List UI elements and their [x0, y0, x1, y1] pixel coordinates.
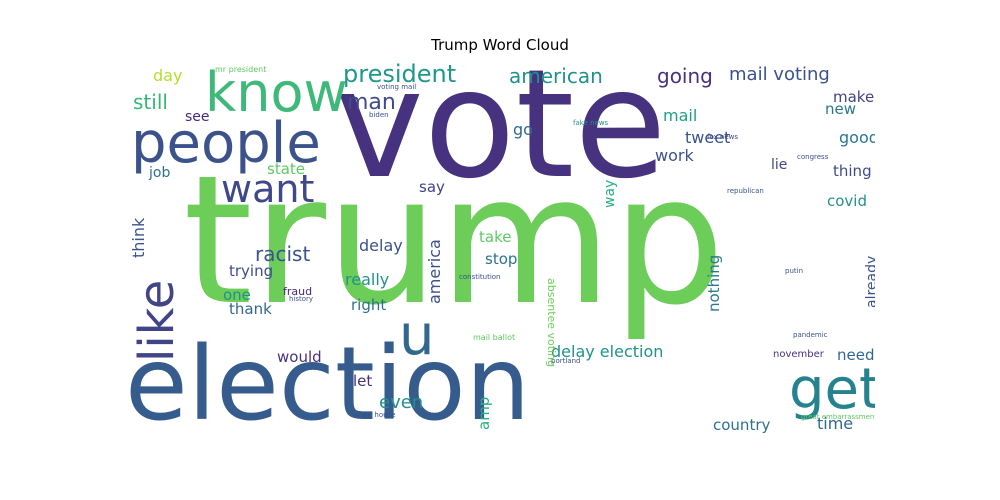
word-thank: thank: [229, 300, 272, 318]
word-even: even: [379, 392, 424, 413]
word-racist: racist: [255, 242, 311, 266]
word-mail-voting: mail voting: [729, 64, 830, 85]
word-amp: amp: [475, 396, 493, 430]
word-absentee-voting: absentee voting: [545, 278, 558, 368]
word-mail: mail: [663, 106, 698, 125]
word-history: history: [289, 295, 314, 303]
word-congress: congress: [797, 153, 829, 161]
word-new: new: [825, 100, 857, 118]
word-tweet: tweet: [685, 128, 731, 147]
word-portland: portland: [551, 357, 581, 365]
word-let: let: [353, 372, 373, 390]
word-president: president: [343, 62, 457, 88]
word-people: people: [131, 111, 321, 176]
word-one: one: [223, 286, 251, 304]
chart-title: Trump Word Cloud: [431, 36, 569, 54]
word-job: job: [149, 165, 171, 181]
word-right: right: [351, 296, 387, 314]
word-cloud: vote trump election people know want lik…: [125, 62, 875, 442]
word-vote: vote: [335, 62, 667, 212]
word-good: good: [839, 128, 875, 147]
word-trying: trying: [229, 262, 274, 280]
word-covid: covid: [827, 192, 867, 210]
word-nothing: nothing: [705, 254, 723, 312]
word-going: going: [657, 64, 713, 88]
word-biden: biden: [369, 111, 389, 119]
word-voting-mail: voting mail: [377, 83, 417, 91]
word-republican: republican: [727, 187, 764, 195]
word-man: man: [347, 90, 396, 115]
word-still: still: [133, 90, 168, 114]
word-delay: delay: [359, 236, 403, 255]
word-country: country: [713, 416, 771, 434]
word-day: day: [153, 66, 183, 85]
word-pandemic: pandemic: [793, 331, 828, 339]
word-want: want: [221, 167, 315, 211]
word-think: think: [129, 217, 148, 258]
word-need: need: [837, 346, 875, 364]
word-go: go: [513, 120, 533, 139]
word-fox-news: fox news: [707, 133, 739, 141]
word-constitution: constitution: [459, 273, 501, 281]
word-lie: lie: [771, 157, 788, 173]
word-state: state: [267, 160, 305, 178]
word-fake-news: fake news: [573, 119, 609, 127]
word-thing: thing: [833, 162, 872, 180]
word-american: american: [509, 64, 603, 88]
word-great-embarrassment: great embarrassment: [801, 413, 875, 421]
word-make: make: [833, 88, 875, 106]
word-white-house: white house: [353, 411, 396, 419]
word-take: take: [479, 228, 512, 246]
word-already: already: [864, 255, 875, 308]
word-fraud: fraud: [283, 285, 313, 298]
word-u: u: [399, 303, 435, 368]
word-putin: putin: [785, 267, 804, 275]
word-would: would: [277, 348, 322, 366]
word-mail-ballot: mail ballot: [473, 333, 516, 342]
word-say: say: [419, 178, 445, 196]
word-know: know: [205, 62, 348, 124]
word-trump: trump: [183, 137, 726, 344]
word-way: way: [602, 179, 618, 208]
word-work: work: [655, 146, 694, 165]
word-america: america: [425, 239, 444, 304]
word-get: get: [789, 357, 875, 422]
word-november: november: [773, 349, 824, 360]
word-delay-election: delay election: [551, 342, 664, 361]
word-like: like: [129, 279, 185, 362]
word-really: really: [345, 270, 390, 289]
word-mr-president: mr president: [215, 65, 267, 74]
word-see: see: [185, 109, 210, 125]
word-time: time: [817, 414, 854, 433]
word-election: election: [125, 325, 531, 442]
word-stop: stop: [485, 250, 518, 268]
